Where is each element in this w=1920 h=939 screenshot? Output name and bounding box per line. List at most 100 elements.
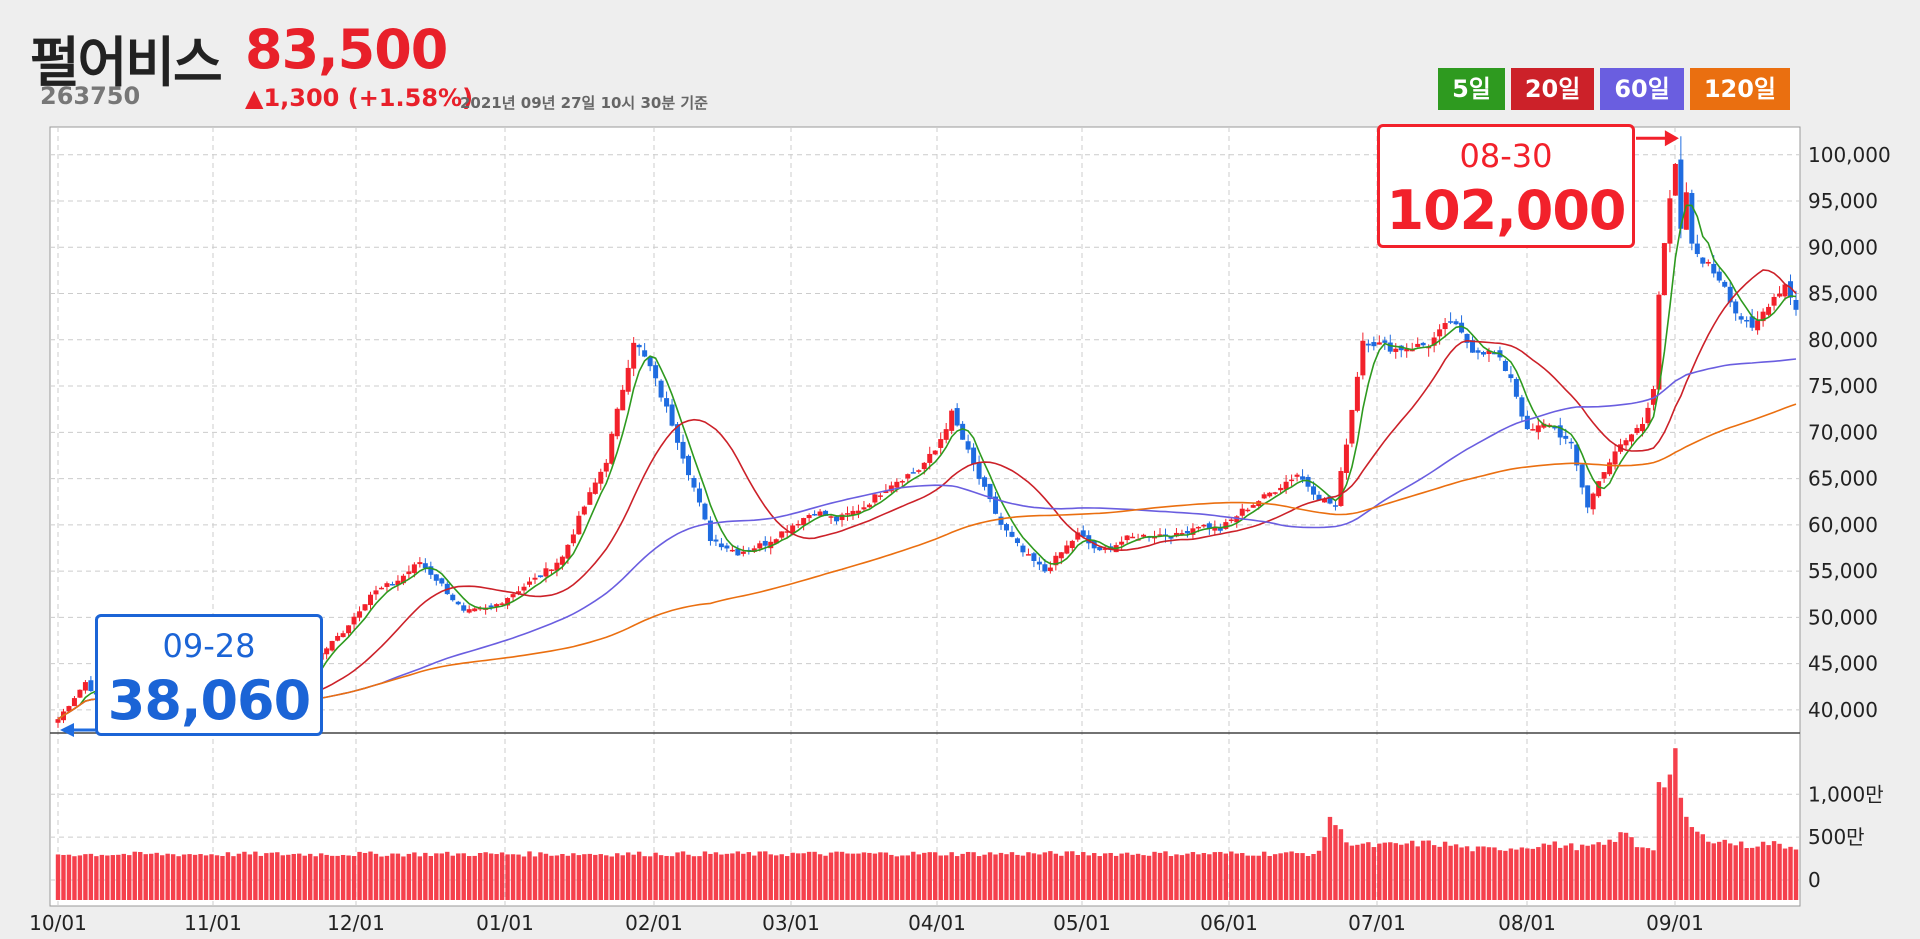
volume-bar [258, 855, 264, 900]
volume-bar [83, 854, 88, 900]
candle-body [422, 563, 428, 568]
volume-bar [1437, 846, 1442, 900]
candle-body [1574, 444, 1580, 466]
volume-bar [1086, 855, 1091, 900]
candle-body [845, 513, 851, 515]
volume-bar [510, 854, 516, 900]
candle-body [1700, 257, 1706, 264]
legend-ma20[interactable]: 20일 [1510, 68, 1595, 110]
volume-bar [565, 855, 571, 900]
volume-bar [1278, 853, 1283, 900]
max-price-date: 08-30 [1459, 137, 1553, 175]
candle-body [417, 562, 423, 565]
candle-body [724, 545, 730, 549]
candle-body [718, 543, 724, 548]
candle-body [1480, 352, 1486, 355]
volume-bar [916, 854, 921, 900]
legend-ma60[interactable]: 60일 [1600, 68, 1684, 110]
price-tick-label: 45,000 [1808, 652, 1878, 676]
volume-bar [1366, 842, 1371, 900]
candle-body [1223, 522, 1229, 529]
legend-ma120[interactable]: 120일 [1689, 68, 1790, 110]
candle-body [620, 389, 626, 411]
candle-body [1639, 423, 1645, 432]
candle-body [1228, 519, 1234, 522]
volume-bar [275, 852, 280, 900]
candle-body [1036, 561, 1042, 565]
x-tick-label: 12/01 [327, 911, 385, 935]
candle-body [455, 601, 461, 605]
volume-bar [428, 856, 434, 900]
volume-bar [286, 854, 291, 900]
volume-bar [817, 854, 823, 900]
volume-bar [181, 854, 187, 900]
volume-bar [1656, 782, 1662, 900]
volume-bar [516, 854, 521, 900]
volume-bar [1289, 851, 1294, 900]
candle-body [691, 478, 697, 488]
volume-bar [669, 856, 675, 900]
candle-body [768, 541, 774, 549]
candle-body [1195, 526, 1201, 529]
volume-bar [1108, 852, 1113, 900]
volume-bar [1706, 841, 1711, 900]
candle-body [1404, 348, 1410, 352]
candle-body [971, 447, 977, 465]
volume-bar [423, 852, 428, 900]
candle-body [636, 344, 642, 348]
candle-body [1459, 322, 1465, 333]
volume-bar [434, 853, 439, 900]
candle-body [823, 510, 829, 516]
candle-body [1245, 509, 1251, 512]
volume-bar [1404, 843, 1409, 900]
candle-body [669, 404, 675, 426]
volume-bar [675, 852, 680, 900]
volume-bar [1744, 848, 1749, 900]
volume-bar [757, 851, 762, 900]
volume-bar [850, 853, 856, 900]
volume-bar [1612, 841, 1618, 900]
volume-bar [719, 854, 724, 900]
candle-body [587, 492, 593, 505]
volume-bar [1470, 851, 1475, 900]
volume-bar [593, 854, 598, 900]
candle-body [883, 490, 889, 494]
candle-body [1415, 343, 1421, 347]
volume-bar [856, 853, 861, 900]
volume-bar [784, 856, 790, 900]
volume-bar [1728, 843, 1733, 900]
volume-bar [1601, 844, 1607, 900]
candle-body [735, 548, 741, 556]
candle-body [1234, 516, 1240, 523]
volume-bar [1426, 840, 1431, 900]
candle-body [642, 350, 648, 357]
volume-bar [214, 855, 220, 900]
candle-body [1766, 306, 1772, 315]
candle-body [675, 424, 681, 443]
candle-body [686, 455, 692, 476]
candle-body [850, 510, 856, 516]
candle-body [762, 540, 768, 546]
volume-bar [499, 852, 505, 900]
candle-body [499, 603, 505, 605]
volume-bar [406, 853, 412, 900]
legend-ma5[interactable]: 5일 [1438, 68, 1505, 110]
ma-line-5 [57, 204, 1797, 720]
volume-bar [1541, 843, 1546, 900]
volume-bars [55, 748, 1799, 900]
x-tick-label: 06/01 [1200, 911, 1258, 935]
candle-body [1749, 316, 1755, 328]
volume-bar [1563, 845, 1568, 900]
volume-bar [741, 853, 746, 900]
volume-bar [269, 852, 275, 900]
volume-bar [439, 853, 444, 900]
candle-body [1760, 311, 1766, 322]
volume-bar [576, 855, 582, 900]
candle-body [603, 462, 609, 472]
volume-bar [1135, 853, 1141, 900]
volume-bar [795, 853, 801, 900]
volume-bar [1514, 849, 1519, 900]
volume-bar [1163, 851, 1168, 900]
candle-body [1442, 323, 1448, 330]
candle-body [1568, 441, 1574, 444]
